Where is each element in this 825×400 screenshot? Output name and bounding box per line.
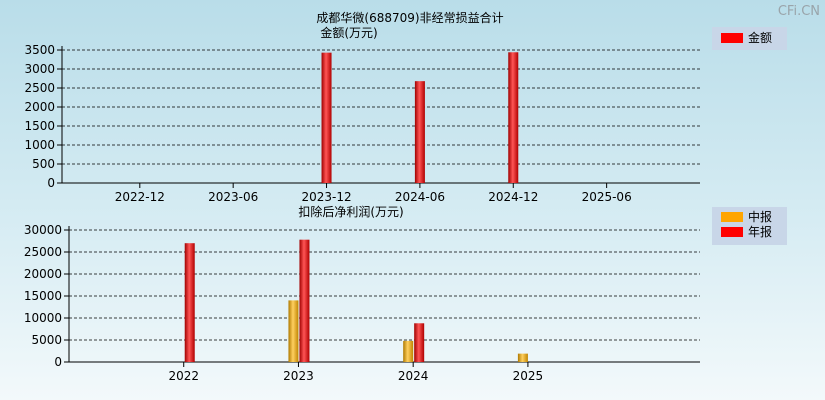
chart1-y-tick-label: 3000 [24,62,55,76]
chart1-y-tick-label: 2000 [24,100,55,114]
chart1-title: 成都华微(688709)非经常损益合计 [316,10,503,25]
chart1-y-axis: 0 500 1000 1500 2000 2500 3000 3500 [24,43,700,190]
chart2-gridlines [69,229,700,341]
chart1-y-tick-label: 500 [32,157,55,171]
chart2-bar-interim [517,353,528,362]
chart1-bar [321,52,332,183]
chart2-y-tick-label: 10000 [24,311,62,325]
chart2-y-tick-label: 5000 [31,333,62,347]
chart1-x-tick-label: 2023-12 [301,190,351,204]
chart1-bar [414,81,425,183]
chart1-y-tick-label: 2500 [24,81,55,95]
chart2-x-tick-label: 2023 [283,369,314,383]
chart2-bar-annual [414,323,425,362]
chart1-x-axis: 2022-12 2023-06 2023-12 2024-06 2024-12 2025-… [115,183,632,204]
chart1-bar [508,52,519,183]
chart2-bar-annual [299,239,310,362]
chart1-legend-label: 金额 [748,30,772,45]
chart2-legend-swatch-interim [721,212,743,222]
chart1-gridlines [62,49,700,165]
chart2-y-tick-label: 20000 [24,267,62,281]
chart1-ylabel: 金额(万元) [320,25,377,40]
chart2-bar-interim [403,340,414,362]
chart2-y-axis: 0 5000 10000 15000 20000 25000 30000 [24,223,700,369]
chart1-y-tick-label: 3500 [24,43,55,57]
chart1-y-tick-label: 0 [47,176,55,190]
chart2-legend-label-annual: 年报 [748,224,772,239]
chart1-y-tick-label: 1000 [24,138,55,152]
chart1-x-tick-label: 2024-12 [488,190,538,204]
chart2-legend-swatch-annual [721,227,743,237]
chart2-ylabel: 扣除后净利润(万元) [298,204,403,219]
chart2-y-tick-label: 25000 [24,245,62,259]
chart2-x-tick-label: 2025 [513,369,544,383]
chart2-legend: 中报 年报 [712,207,787,245]
chart2-bars [184,239,528,362]
chart1-legend-box [712,27,787,50]
chart2-legend-label-interim: 中报 [748,209,772,224]
chart1-x-tick-label: 2024-06 [395,190,445,204]
chart2-x-tick-label: 2024 [398,369,429,383]
chart2-bar-annual [184,243,195,362]
chart1-x-tick-label: 2022-12 [115,190,165,204]
chart2-y-tick-label: 0 [54,355,62,369]
chart1-legend-swatch [721,33,743,43]
chart2-y-tick-label: 15000 [24,289,62,303]
chart2-bar-interim [288,300,299,362]
chart1-y-tick-label: 1500 [24,119,55,133]
chart1-legend: 金额 [712,27,787,50]
chart1-bars [321,52,519,183]
chart1-x-tick-label: 2025-06 [582,190,632,204]
chart2-y-tick-label: 30000 [24,223,62,237]
watermark: CFi.CN [778,4,820,19]
chart2-x-tick-label: 2022 [168,369,199,383]
chart1-x-tick-label: 2023-06 [208,190,258,204]
chart2-x-axis: 2022 2023 2024 2025 [168,362,543,383]
